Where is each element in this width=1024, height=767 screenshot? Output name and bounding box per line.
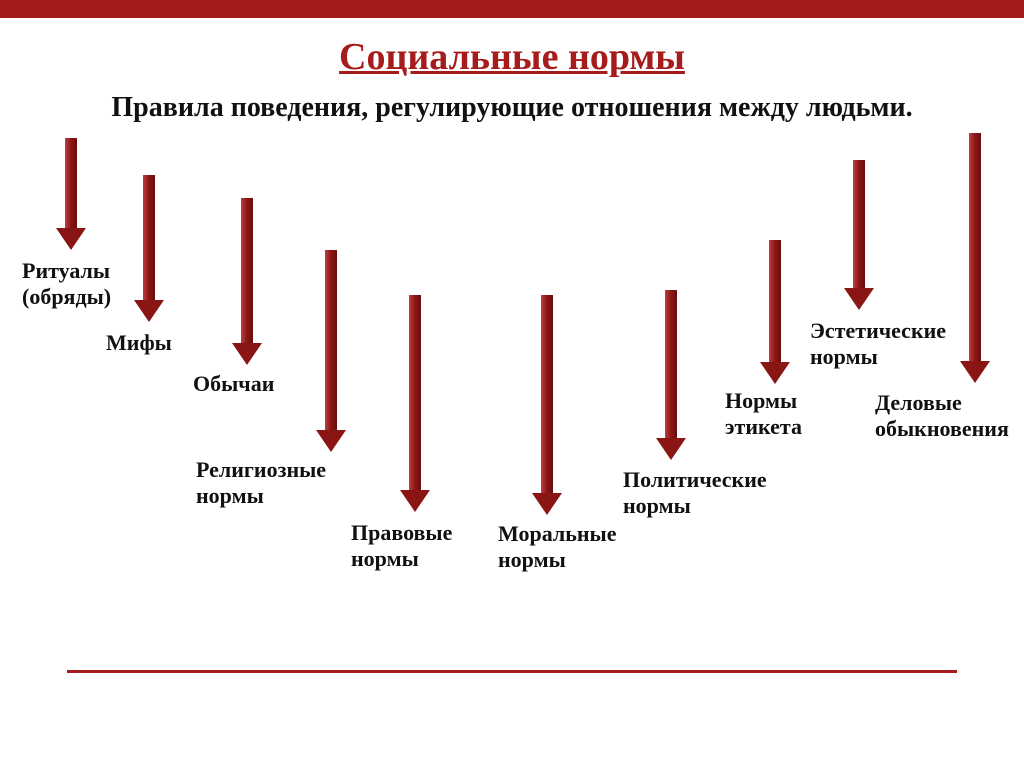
category-label-2: Обычаи — [193, 371, 274, 397]
arrow-head-icon — [134, 300, 164, 322]
arrow-shaft — [241, 198, 253, 343]
arrow-shaft — [665, 290, 677, 438]
arrow-4 — [400, 295, 430, 512]
category-label-6: Политическиенормы — [623, 467, 767, 520]
arrow-shaft — [325, 250, 337, 430]
arrow-8 — [844, 160, 874, 310]
arrow-shaft — [65, 138, 77, 228]
arrow-head-icon — [960, 361, 990, 383]
arrow-shaft — [969, 133, 981, 361]
arrow-6 — [656, 290, 686, 460]
arrow-head-icon — [232, 343, 262, 365]
arrow-head-icon — [316, 430, 346, 452]
arrow-9 — [960, 133, 990, 383]
category-label-4: Правовыенормы — [351, 520, 452, 573]
page-subtitle: Правила поведения, регулирующие отношени… — [0, 92, 1024, 124]
category-label-3: Религиозныенормы — [196, 457, 326, 510]
arrow-head-icon — [532, 493, 562, 515]
arrow-shaft — [853, 160, 865, 288]
arrow-head-icon — [656, 438, 686, 460]
arrow-1 — [134, 175, 164, 322]
top-border-bar — [0, 0, 1024, 18]
arrow-shaft — [769, 240, 781, 362]
arrow-3 — [316, 250, 346, 452]
arrow-shaft — [409, 295, 421, 490]
arrow-head-icon — [56, 228, 86, 250]
category-label-7: Нормыэтикета — [725, 388, 802, 441]
category-label-0: Ритуалы(обряды) — [22, 258, 111, 311]
bottom-rule — [67, 670, 957, 673]
arrow-2 — [232, 198, 262, 365]
category-label-5: Моральныенормы — [498, 521, 617, 574]
category-label-9: Деловыеобыкновения — [875, 390, 1009, 443]
page-title: Социальные нормы — [0, 35, 1024, 79]
arrow-0 — [56, 138, 86, 250]
arrow-5 — [532, 295, 562, 515]
category-label-8: Эстетическиенормы — [810, 318, 946, 371]
category-label-1: Мифы — [106, 330, 172, 356]
arrow-shaft — [541, 295, 553, 493]
arrow-head-icon — [400, 490, 430, 512]
arrow-shaft — [143, 175, 155, 300]
arrow-head-icon — [760, 362, 790, 384]
arrow-head-icon — [844, 288, 874, 310]
arrow-7 — [760, 240, 790, 384]
